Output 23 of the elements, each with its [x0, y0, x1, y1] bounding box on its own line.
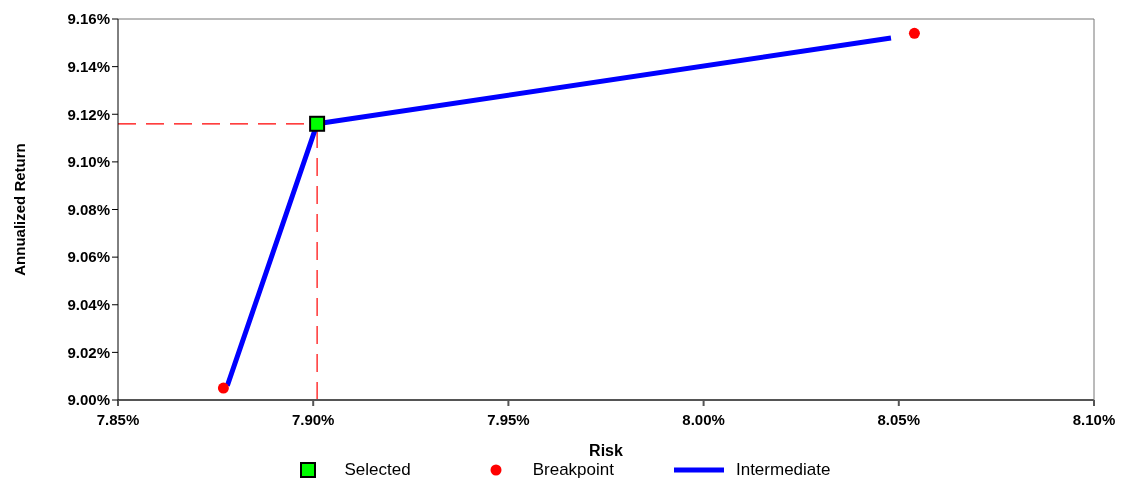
point	[309, 115, 326, 132]
x-tick-label: 8.10%	[1072, 410, 1116, 428]
x-tick-label: 7.85%	[96, 410, 140, 428]
point	[908, 27, 920, 39]
x-tick-label: 7.95%	[487, 410, 530, 428]
point	[217, 382, 229, 394]
y-tick-label: 9.04%	[67, 296, 110, 314]
x-axis-title: Risk	[589, 442, 623, 459]
y-tick-label: 9.08%	[67, 200, 110, 218]
x-tick-label: 8.05%	[877, 410, 921, 428]
x-tick-label: 8.00%	[682, 410, 725, 428]
legend-label: Breakpoint	[532, 460, 614, 480]
y-axis-title: Annualized Return	[11, 143, 29, 276]
y-tick-label: 9.16%	[67, 10, 110, 28]
legend-label: Selected	[344, 460, 411, 480]
y-tick-label: 9.02%	[67, 343, 110, 361]
legend-label: Intermediate	[735, 460, 831, 480]
y-tick-label: 9.12%	[67, 105, 110, 123]
y-tick-label: 9.00%	[67, 391, 110, 409]
y-tick-label: 9.14%	[67, 57, 110, 75]
x-tick-label: 7.90%	[291, 410, 335, 428]
y-tick-label: 9.06%	[67, 248, 110, 266]
y-tick-label: 9.10%	[67, 153, 110, 171]
